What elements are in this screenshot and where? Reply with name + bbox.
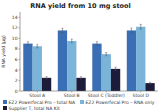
error-line	[61, 28, 63, 29]
y-tick-label: 0	[15, 89, 18, 94]
bar	[42, 78, 51, 91]
error-line	[131, 28, 132, 33]
error-bar	[115, 67, 117, 70]
error-bar	[96, 42, 98, 46]
error-bar	[46, 77, 48, 79]
legend-label: Supplier T, total NA Kit	[9, 106, 60, 111]
legend-swatch	[80, 100, 84, 104]
bar	[58, 30, 67, 91]
error-line	[37, 45, 38, 48]
y-tick	[19, 91, 21, 92]
error-line	[149, 82, 151, 83]
legend-item: EZ2 Powerfecal Pro – RNA only	[80, 100, 155, 105]
x-tick-label: Stool A	[29, 93, 46, 98]
y-tick-label: 2	[15, 78, 18, 83]
legend-label: EZ2 Powerfecal Pro – total NA	[9, 100, 76, 105]
error-line	[71, 39, 72, 43]
error-line	[96, 45, 98, 46]
error-line	[36, 44, 38, 45]
error-line	[96, 41, 98, 42]
y-tick	[19, 38, 21, 39]
error-line	[46, 78, 48, 79]
error-line	[80, 76, 82, 77]
x-tick-label: Stool B	[64, 93, 80, 98]
error-line	[36, 47, 38, 48]
error-line	[71, 42, 73, 43]
error-line	[115, 70, 117, 71]
y-tick-label: 8	[15, 46, 18, 51]
error-line	[140, 24, 142, 25]
error-line	[149, 83, 151, 84]
y-tick	[19, 69, 21, 70]
error-line	[62, 28, 63, 32]
y-tick	[19, 17, 21, 18]
x-axis-line	[20, 91, 158, 92]
y-axis-line	[20, 12, 21, 91]
error-line	[105, 55, 107, 56]
legend-swatch	[3, 100, 7, 104]
error-bar	[140, 24, 142, 29]
error-line	[81, 77, 82, 79]
bar	[136, 27, 145, 91]
error-line	[27, 45, 29, 46]
error-bar	[149, 82, 151, 84]
error-bar	[61, 28, 63, 32]
error-line	[46, 76, 48, 77]
x-tick-label: Stool D	[133, 93, 150, 98]
error-bar	[71, 39, 73, 43]
chart: RNA yield from 10 mg stool EZ2 Powerfecal…	[0, 0, 161, 112]
y-tick	[19, 48, 21, 49]
y-tick-label: 10	[12, 36, 18, 41]
error-line	[105, 52, 107, 53]
bar	[23, 44, 32, 91]
error-line	[71, 39, 73, 40]
legend-label: EZ2 Powerfecal Pro – RNA only	[86, 100, 155, 105]
error-line	[106, 53, 107, 56]
error-line	[150, 82, 151, 84]
error-bar	[36, 45, 38, 48]
bar	[92, 44, 101, 91]
x-tick-label: Stool C (Toddler)	[88, 93, 125, 98]
error-bar	[27, 42, 29, 46]
error-line	[80, 78, 82, 79]
y-tick-label: 12	[12, 25, 18, 30]
error-bar	[105, 53, 107, 56]
error-line	[27, 41, 29, 42]
error-line	[130, 32, 132, 33]
error-bar	[130, 28, 132, 33]
y-tick-label: 14	[12, 15, 18, 20]
legend-item: Supplier T, total NA Kit	[3, 106, 60, 111]
error-line	[27, 42, 28, 46]
error-line	[96, 42, 97, 46]
legend-swatch	[3, 106, 7, 110]
bar	[145, 83, 154, 91]
legend-item: EZ2 Powerfecal Pro – total NA	[3, 100, 76, 105]
legend: EZ2 Powerfecal Pro – total NA EZ2 Powerfe…	[3, 100, 155, 111]
error-bar	[80, 77, 82, 79]
error-line	[115, 67, 116, 70]
bar	[76, 78, 85, 91]
y-tick	[19, 27, 21, 28]
bar	[111, 69, 120, 91]
y-tick-label: 4	[15, 68, 18, 73]
y-axis-label: RNA yield (μg)	[1, 35, 6, 68]
error-line	[61, 32, 63, 33]
y-tick	[19, 80, 21, 81]
error-line	[46, 77, 47, 79]
plot-area	[23, 24, 154, 91]
bar	[33, 46, 42, 91]
error-line	[130, 28, 132, 29]
bar	[102, 54, 111, 91]
bar	[67, 41, 76, 91]
title: RNA yield from 10 mg stool	[30, 2, 130, 10]
error-line	[140, 24, 141, 29]
y-tick	[19, 59, 21, 60]
bar	[127, 30, 136, 91]
error-line	[140, 29, 142, 30]
error-line	[115, 67, 117, 68]
y-tick-label: 6	[15, 57, 18, 62]
